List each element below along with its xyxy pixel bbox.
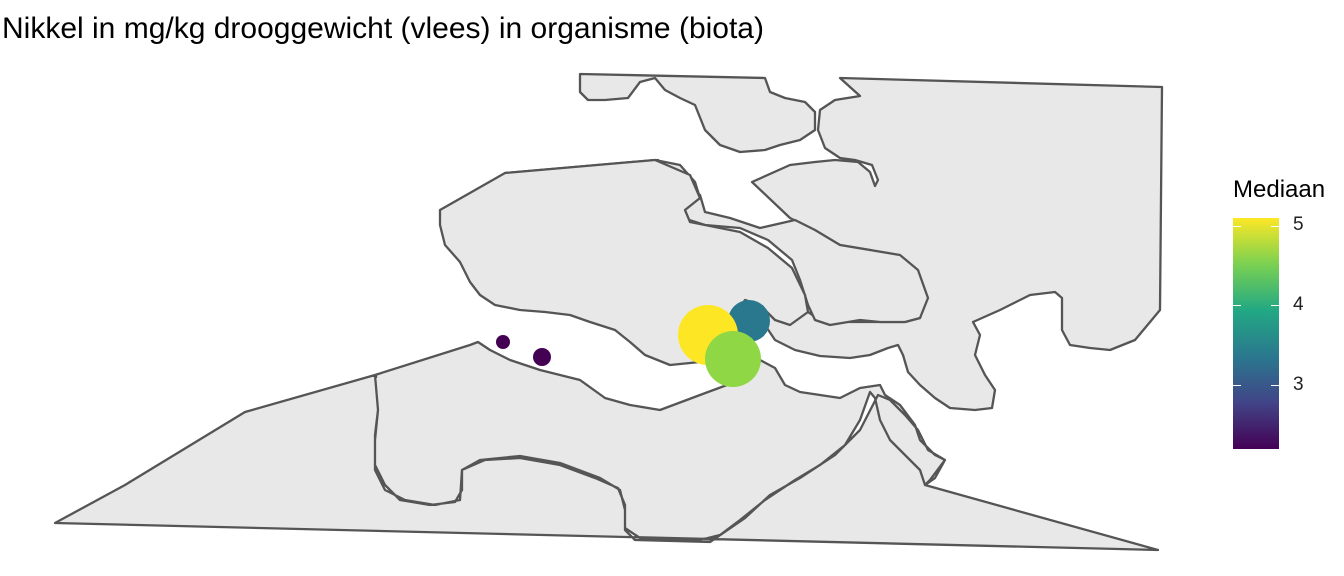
legend-tick-right-4	[1271, 305, 1279, 306]
point-teal	[728, 300, 770, 342]
legend-tick-right-3	[1271, 385, 1279, 386]
legend-label-4: 4	[1293, 294, 1304, 315]
land-south	[53, 340, 1160, 552]
legend-tick-left-3	[1233, 385, 1241, 386]
point-green	[705, 331, 761, 387]
legend-tick-left-5	[1233, 226, 1241, 227]
legend-label-5: 5	[1293, 214, 1304, 235]
legend-label-3: 3	[1293, 374, 1304, 395]
map-title: Nikkel in mg/kg drooggewicht (vlees) in …	[2, 12, 764, 45]
legend-colorbar	[1233, 218, 1279, 449]
land-north-island	[578, 72, 817, 154]
legend-tick-right-5	[1271, 226, 1279, 227]
legend-title: Mediaan	[1233, 176, 1326, 203]
point-west-medium	[533, 348, 551, 366]
point-west-small	[496, 335, 510, 349]
legend-tick-left-4	[1233, 305, 1241, 306]
